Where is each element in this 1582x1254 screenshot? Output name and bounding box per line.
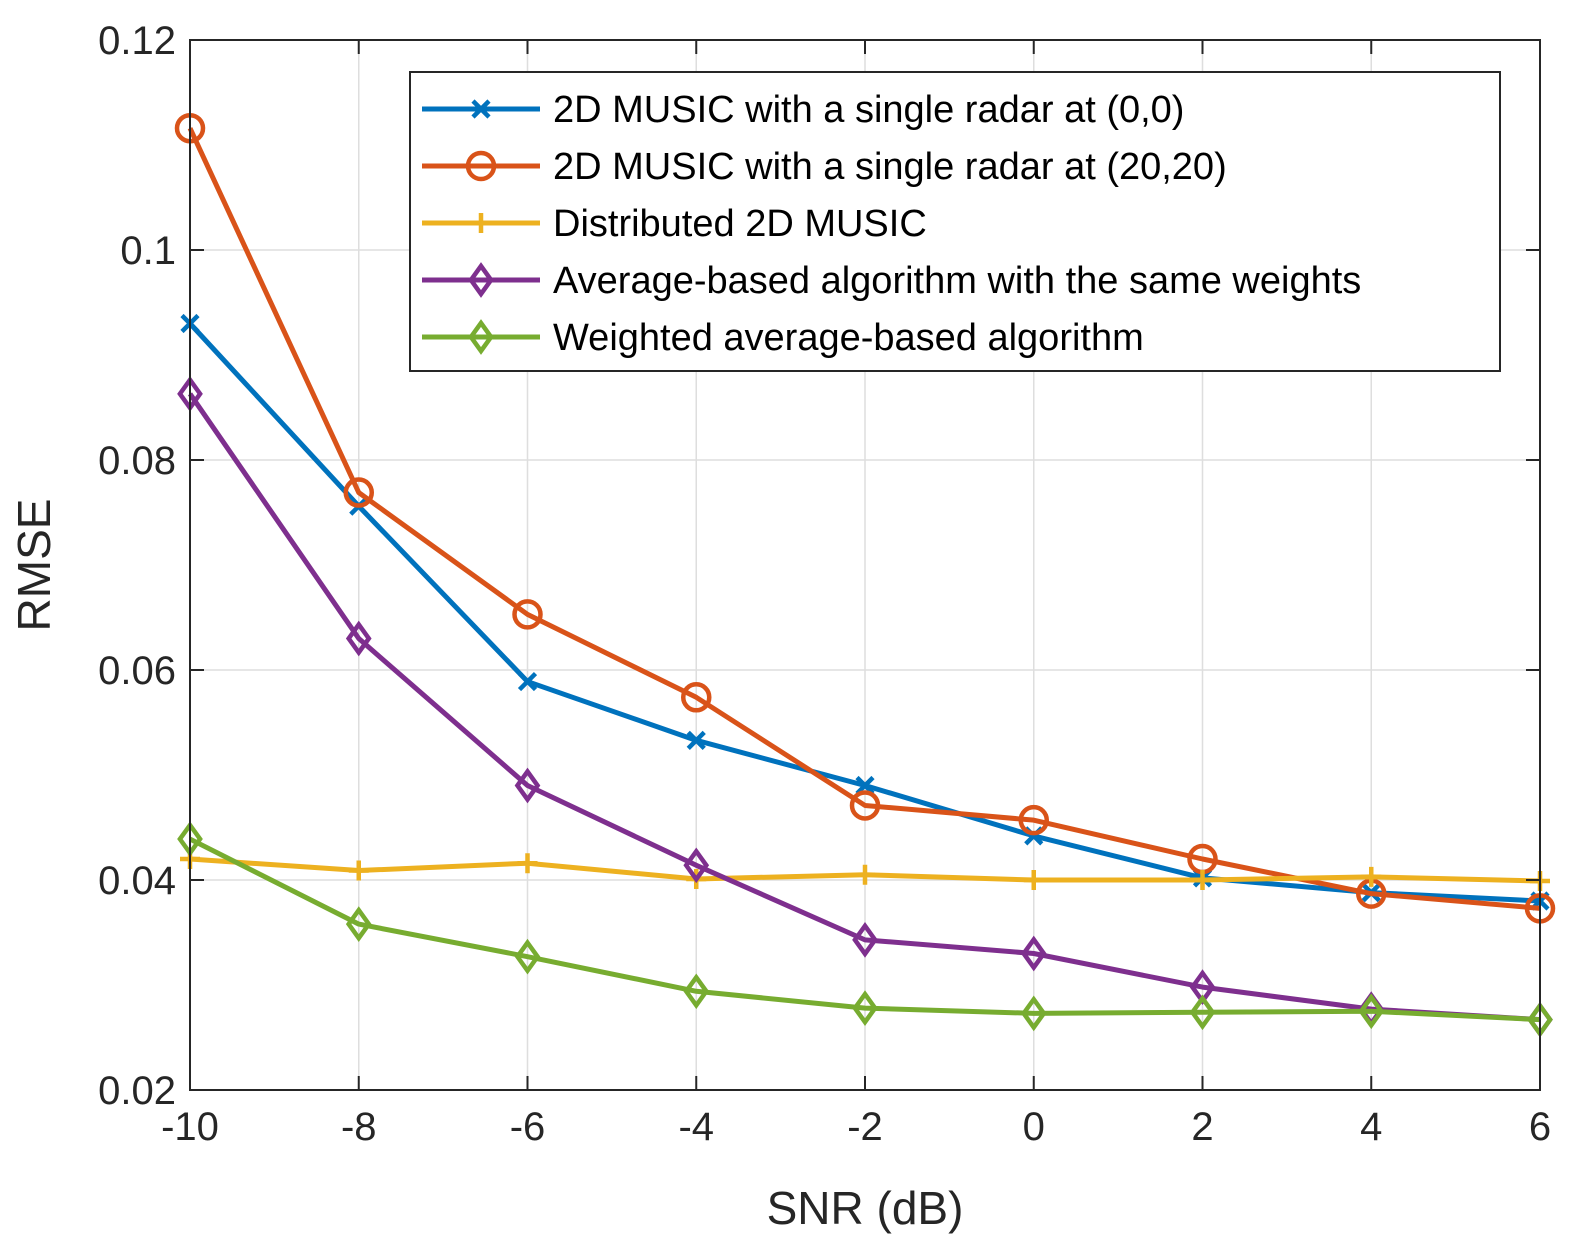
data-point xyxy=(681,682,712,713)
legend-entry: 2D MUSIC with a single radar at (20,20) xyxy=(422,146,1227,188)
data-point xyxy=(1020,995,1047,1032)
legend-marker xyxy=(468,262,494,298)
data-point xyxy=(343,477,374,508)
legend-box xyxy=(409,71,1501,372)
data-point xyxy=(852,990,878,1026)
x-tick-label: -4 xyxy=(678,1105,714,1149)
data-point xyxy=(514,767,541,804)
legend-marker xyxy=(471,99,491,119)
data-point xyxy=(348,860,369,881)
y-tick-label: 0.06 xyxy=(98,649,176,693)
data-point xyxy=(345,620,372,657)
series-line xyxy=(187,392,1541,1023)
legend-entry: Average-based algorithm with the same we… xyxy=(422,260,1361,302)
legend: 2D MUSIC with a single radar at (0,0) 2D … xyxy=(409,71,1501,372)
legend-label: 2D MUSIC with a single radar at (0,0) xyxy=(553,89,1184,131)
x-axis-title: SNR (dB) xyxy=(767,1182,964,1234)
y-tick-label: 0.02 xyxy=(98,1069,176,1113)
data-point xyxy=(1023,870,1044,890)
y-tick-label: 0.1 xyxy=(120,229,176,273)
legend-entry: Distributed 2D MUSIC xyxy=(422,203,927,245)
legend-marker xyxy=(468,319,494,355)
data-point xyxy=(1192,870,1213,890)
data-point xyxy=(1361,866,1382,887)
legend-entry: Weighted average-based algorithm xyxy=(422,317,1144,359)
legend-label: Average-based algorithm with the same we… xyxy=(553,260,1361,302)
x-tick-label: 2 xyxy=(1191,1105,1213,1149)
ticks: -10 -8 -6 -4 -2 0 2 4 6 0.02 0.04 0.06 0.08 0.1 0.12 xyxy=(98,19,1551,1149)
data-point xyxy=(517,853,538,874)
series-1 xyxy=(180,313,1550,911)
data-point xyxy=(683,847,710,884)
data-point xyxy=(517,671,538,692)
x-tick-label: 6 xyxy=(1529,1105,1551,1149)
data-point xyxy=(855,775,875,796)
y-axis-title: RMSE xyxy=(8,499,60,632)
data-point xyxy=(1018,804,1049,836)
data-point xyxy=(683,973,710,1010)
data-point xyxy=(849,790,881,821)
legend-label: Weighted average-based algorithm xyxy=(553,317,1144,359)
data-point xyxy=(1020,935,1047,972)
legend-marker xyxy=(471,213,491,233)
data-point xyxy=(855,864,875,885)
legend-label: Distributed 2D MUSIC xyxy=(553,203,927,245)
series-line xyxy=(188,836,1541,1023)
y-tick-label: 0.12 xyxy=(98,19,176,63)
x-tick-label: 0 xyxy=(1023,1105,1045,1149)
legend-marker xyxy=(465,150,497,182)
data-point xyxy=(1358,993,1385,1030)
series-5 xyxy=(177,821,1553,1038)
legend-entry: 2D MUSIC with a single radar at (0,0) xyxy=(422,89,1184,131)
x-tick-label: -2 xyxy=(847,1105,883,1149)
y-tick-label: 0.04 xyxy=(98,859,176,903)
x-tick-label: -10 xyxy=(161,1105,219,1149)
data-point xyxy=(686,730,706,750)
series-layer xyxy=(174,112,1556,1038)
data-point xyxy=(345,906,372,942)
x-tick-label: -8 xyxy=(341,1105,377,1149)
y-tick-label: 0.08 xyxy=(98,439,176,483)
x-tick-label: 4 xyxy=(1360,1105,1382,1149)
legend-label: 2D MUSIC with a single radar at (20,20) xyxy=(553,146,1227,188)
data-point xyxy=(514,938,541,975)
data-point xyxy=(1189,994,1216,1031)
data-point xyxy=(852,921,878,958)
x-tick-label: -6 xyxy=(510,1105,546,1149)
series-line xyxy=(187,127,1541,911)
data-point xyxy=(512,599,543,630)
